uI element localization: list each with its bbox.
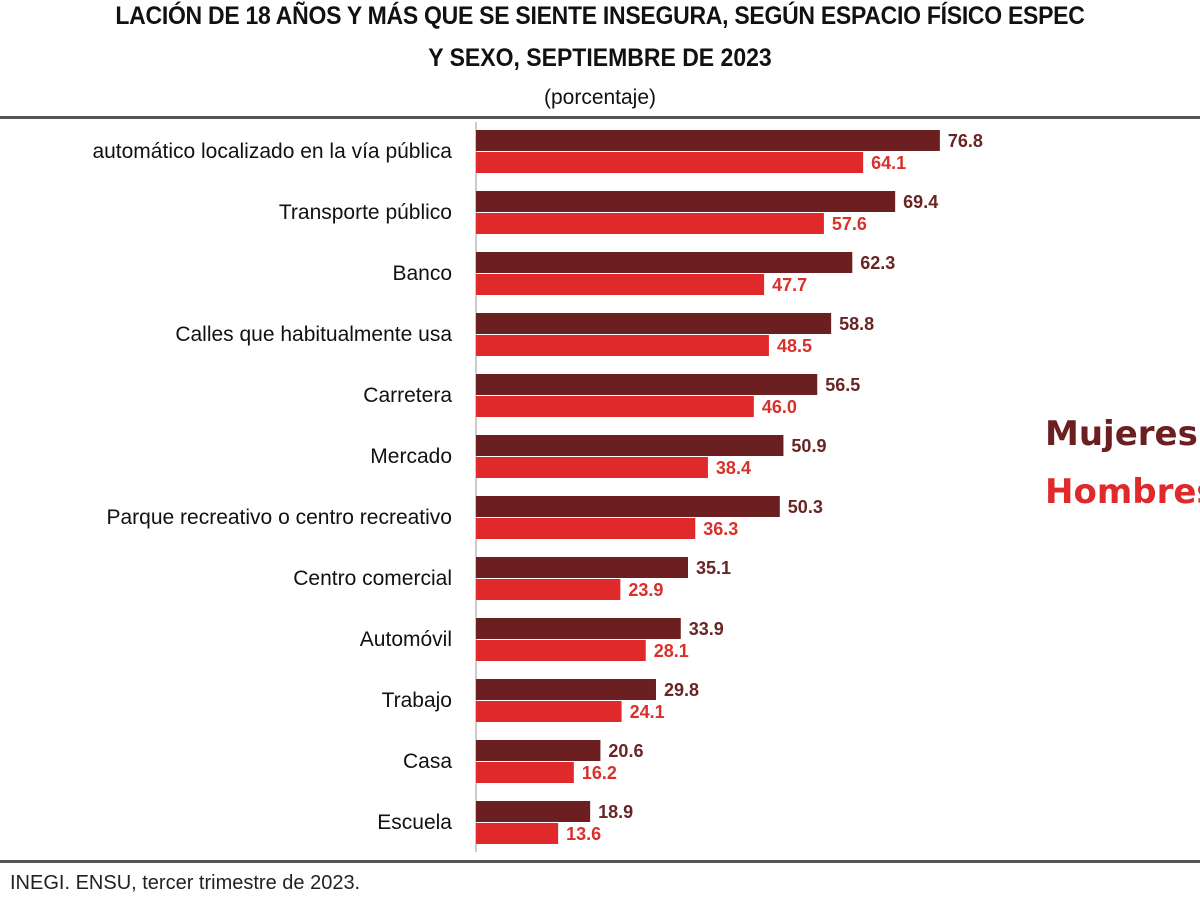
- data-label-mujeres: 76.8: [948, 131, 983, 151]
- category-label: Parque recreativo o centro recreativo: [106, 506, 452, 529]
- data-label-hombres: 23.9: [628, 580, 663, 600]
- bar-mujeres: [476, 679, 656, 700]
- bar-mujeres: [476, 130, 940, 151]
- data-label-hombres: 13.6: [566, 824, 601, 844]
- data-label-hombres: 47.7: [772, 275, 807, 295]
- category-label: Automóvil: [360, 628, 452, 651]
- data-label-hombres: 57.6: [832, 214, 867, 234]
- data-label-hombres: 36.3: [703, 519, 738, 539]
- bar-hombres: [476, 823, 559, 844]
- bar-mujeres: [476, 618, 681, 639]
- bar-hombres: [476, 335, 769, 356]
- chart-title-line2: Y SEXO, SEPTIEMBRE DE 2023: [428, 44, 772, 72]
- data-label-hombres: 24.1: [630, 702, 665, 722]
- data-label-mujeres: 50.3: [788, 497, 823, 517]
- data-label-mujeres: 69.4: [903, 192, 938, 212]
- data-label-mujeres: 58.8: [839, 314, 874, 334]
- bar-mujeres: [476, 557, 689, 578]
- legend-hombres: Hombres: [1045, 472, 1200, 512]
- legend-mujeres: Mujeres: [1045, 414, 1198, 454]
- category-label: Calles que habitualmente usa: [175, 323, 452, 346]
- bar-hombres: [476, 701, 622, 722]
- data-label-mujeres: 56.5: [825, 375, 860, 395]
- bar-hombres: [476, 518, 696, 539]
- category-label: automático localizado en la vía pública: [92, 140, 452, 163]
- bar-mujeres: [476, 496, 780, 517]
- bar-mujeres: [476, 435, 784, 456]
- bar-hombres: [476, 152, 864, 173]
- category-label: Casa: [403, 750, 452, 773]
- bar-mujeres: [476, 801, 591, 822]
- chart-title-line1: LACIÓN DE 18 AÑOS Y MÁS QUE SE SIENTE IN…: [115, 2, 1085, 30]
- source-note: INEGI. ENSU, tercer trimestre de 2023.: [10, 872, 361, 894]
- category-label: Transporte público: [279, 201, 452, 224]
- category-label: Escuela: [377, 811, 452, 834]
- data-label-hombres: 48.5: [777, 336, 812, 356]
- category-label: Centro comercial: [293, 567, 452, 590]
- category-label: Mercado: [370, 445, 452, 468]
- bar-hombres: [476, 396, 754, 417]
- bar-mujeres: [476, 740, 601, 761]
- data-label-mujeres: 18.9: [598, 802, 633, 822]
- chart-subtitle: (porcentaje): [543, 86, 657, 109]
- data-label-mujeres: 33.9: [689, 619, 724, 639]
- bar-mujeres: [476, 374, 818, 395]
- category-label: Carretera: [363, 384, 452, 407]
- data-label-hombres: 64.1: [871, 153, 906, 173]
- data-label-mujeres: 62.3: [860, 253, 895, 273]
- category-label: Trabajo: [382, 689, 452, 712]
- data-label-hombres: 28.1: [654, 641, 689, 661]
- bar-hombres: [476, 213, 824, 234]
- bar-hombres: [476, 457, 708, 478]
- data-label-hombres: 38.4: [716, 458, 751, 478]
- data-label-mujeres: 20.6: [608, 741, 643, 761]
- bar-hombres: [476, 274, 765, 295]
- data-label-mujeres: 29.8: [664, 680, 699, 700]
- data-label-mujeres: 50.9: [791, 436, 826, 456]
- top-rule: [0, 116, 1200, 119]
- bar-hombres: [476, 640, 646, 661]
- data-label-mujeres: 35.1: [696, 558, 731, 578]
- bar-hombres: [476, 762, 574, 783]
- bar-mujeres: [476, 313, 832, 334]
- bar-mujeres: [476, 252, 853, 273]
- bar-mujeres: [476, 191, 896, 212]
- data-label-hombres: 46.0: [762, 397, 797, 417]
- category-label: Banco: [392, 262, 452, 285]
- bottom-rule: [0, 860, 1200, 863]
- bar-hombres: [476, 579, 621, 600]
- data-label-hombres: 16.2: [582, 763, 617, 783]
